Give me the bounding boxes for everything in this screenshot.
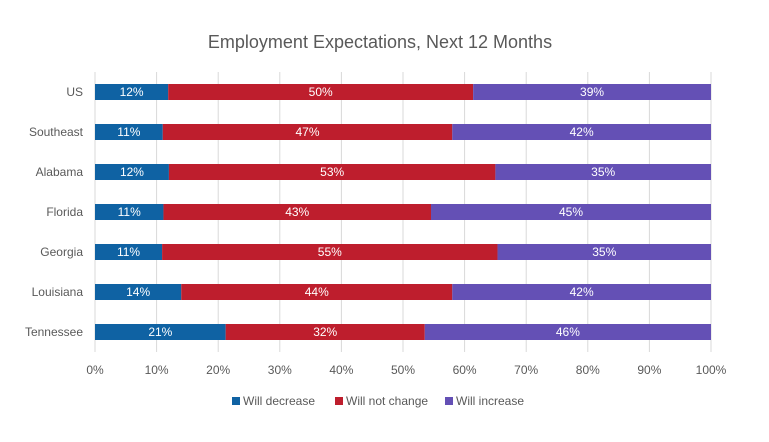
data-label: 14% <box>126 285 150 299</box>
legend-label: Will not change <box>346 394 428 408</box>
data-label: 39% <box>580 85 604 99</box>
bar-segment <box>168 164 496 180</box>
data-label: 46% <box>556 325 580 339</box>
y-category-label: Southeast <box>29 125 84 139</box>
bar-segment <box>162 244 498 260</box>
bar-segment <box>225 324 425 340</box>
data-label: 42% <box>570 285 594 299</box>
legend-swatch <box>232 397 240 405</box>
bar-segment <box>431 204 711 220</box>
bar-segment <box>95 84 169 100</box>
x-tick-label: 90% <box>637 363 661 377</box>
data-label: 55% <box>318 245 342 259</box>
bar-segment <box>95 324 226 340</box>
bar-segment <box>95 284 182 300</box>
y-category-label: Tennessee <box>25 325 83 339</box>
x-tick-label: 80% <box>576 363 600 377</box>
data-label: 44% <box>305 285 329 299</box>
y-category-label: Alabama <box>36 165 84 179</box>
x-tick-label: 60% <box>453 363 477 377</box>
x-tick-label: 0% <box>86 363 104 377</box>
x-tick-label: 70% <box>514 363 538 377</box>
data-label: 35% <box>591 165 615 179</box>
data-label: 21% <box>148 325 172 339</box>
y-category-label: Florida <box>46 205 83 219</box>
data-label: 12% <box>120 85 144 99</box>
bar-segment <box>452 124 711 140</box>
bar-segment <box>473 84 711 100</box>
data-label: 43% <box>285 205 309 219</box>
bar-segment <box>452 284 711 300</box>
data-label: 12% <box>120 165 144 179</box>
chart-title: Employment Expectations, Next 12 Months <box>208 32 552 52</box>
bar-segment <box>181 284 453 300</box>
y-category-label: Louisiana <box>32 285 84 299</box>
bar-segment <box>424 324 711 340</box>
data-label: 11% <box>117 245 140 259</box>
x-tick-label: 30% <box>268 363 292 377</box>
data-label: 11% <box>117 125 140 139</box>
legend-swatch <box>335 397 343 405</box>
legend-label: Will increase <box>456 394 524 408</box>
x-tick-label: 100% <box>696 363 727 377</box>
bar-segment <box>95 164 169 180</box>
x-tick-label: 50% <box>391 363 415 377</box>
data-label: 47% <box>296 125 320 139</box>
bar-segment <box>95 204 164 220</box>
x-tick-label: 40% <box>329 363 353 377</box>
bar-segment <box>162 124 453 140</box>
data-label: 50% <box>309 85 333 99</box>
bar-segment <box>95 244 163 260</box>
data-label: 35% <box>592 245 616 259</box>
bar-segment <box>168 84 474 100</box>
data-label: 45% <box>559 205 583 219</box>
bar-segment <box>497 244 711 260</box>
x-tick-label: 10% <box>145 363 169 377</box>
legend-swatch <box>445 397 453 405</box>
data-label: 53% <box>320 165 344 179</box>
y-category-label: Georgia <box>40 245 83 259</box>
data-label: 11% <box>118 205 141 219</box>
y-category-label: US <box>66 85 83 99</box>
legend-label: Will decrease <box>243 394 315 408</box>
x-tick-label: 20% <box>206 363 230 377</box>
bar-segment <box>163 204 431 220</box>
data-label: 42% <box>570 125 594 139</box>
bar-segment <box>95 124 163 140</box>
data-label: 32% <box>313 325 337 339</box>
bar-segment <box>495 164 711 180</box>
